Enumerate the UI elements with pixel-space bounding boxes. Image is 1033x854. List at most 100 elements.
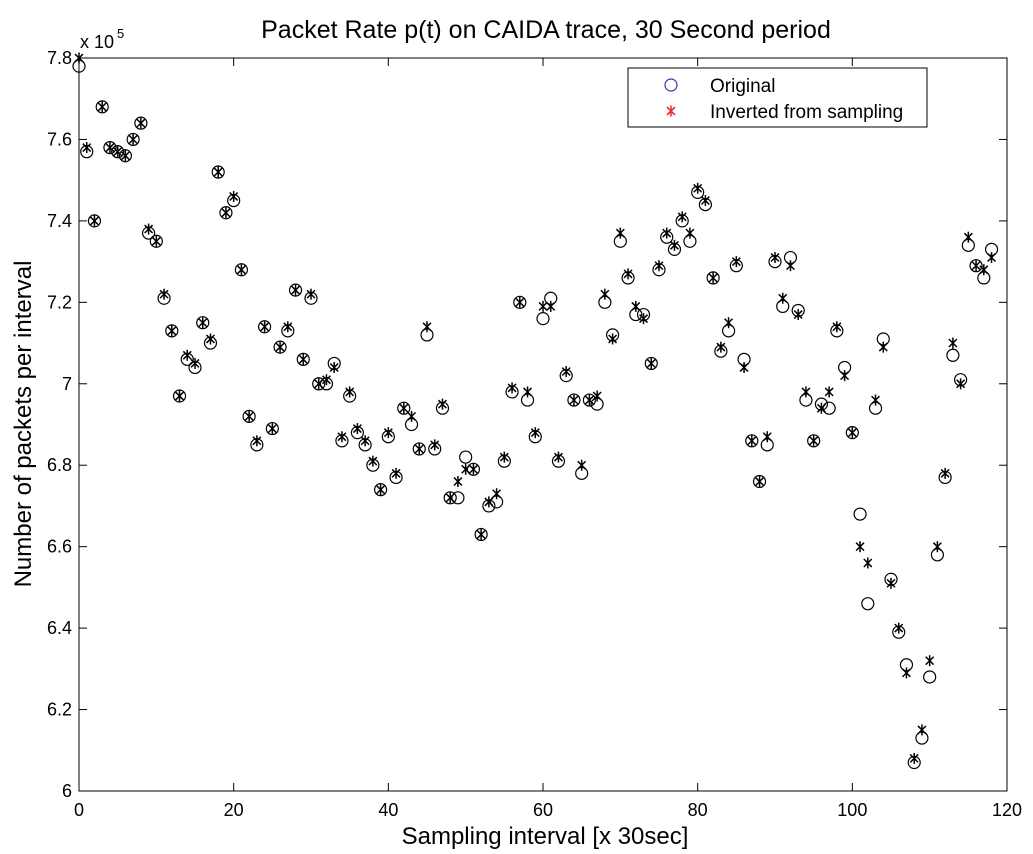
point-original	[103, 140, 117, 155]
point-inverted	[144, 223, 154, 235]
legend-label-original: Original	[710, 76, 775, 97]
y-axis-label: Number of packets per interval	[10, 261, 37, 588]
point-inverted	[855, 541, 865, 553]
point-inverted	[236, 264, 246, 276]
legend-label-inverted: Inverted from sampling	[710, 102, 903, 123]
y-tick-label: 6	[62, 781, 72, 801]
point-original	[443, 491, 457, 505]
point-inverted	[414, 443, 424, 455]
point-inverted	[113, 146, 123, 158]
point-inverted	[770, 252, 780, 264]
point-inverted	[468, 463, 478, 475]
point-original	[234, 263, 248, 277]
point-inverted	[956, 378, 966, 390]
point-inverted	[731, 256, 741, 268]
point-original	[296, 352, 310, 366]
point-original	[149, 234, 163, 248]
point-inverted	[523, 386, 533, 398]
point-inverted	[190, 357, 200, 369]
point-inverted	[360, 435, 370, 447]
point-inverted	[685, 227, 695, 239]
point-original	[172, 389, 187, 403]
point-inverted	[314, 378, 324, 390]
x-tick-label: 0	[74, 800, 84, 820]
point-inverted	[917, 724, 927, 736]
point-original	[644, 356, 658, 371]
point-original	[196, 316, 210, 330]
point-original	[111, 145, 125, 159]
point-inverted	[205, 333, 215, 345]
point-inverted	[646, 357, 656, 369]
y-tick-label: 6.8	[47, 455, 72, 475]
point-inverted	[430, 439, 440, 451]
point-inverted	[445, 492, 455, 504]
y-multiplier: x 10 5	[80, 26, 124, 52]
point-inverted	[260, 321, 270, 333]
point-original	[288, 283, 303, 297]
point-original	[412, 442, 426, 456]
point-original	[752, 474, 767, 489]
point-original	[923, 670, 937, 684]
point-original	[474, 527, 488, 542]
point-inverted	[352, 423, 362, 435]
point-inverted	[82, 142, 92, 154]
point-inverted	[97, 101, 107, 113]
point-inverted	[484, 496, 494, 508]
y-tick-label: 6.4	[47, 618, 72, 638]
point-inverted	[971, 260, 981, 272]
point-inverted	[399, 402, 409, 414]
point-inverted	[561, 366, 571, 378]
point-inverted	[136, 117, 146, 129]
point-original	[582, 393, 597, 407]
point-inverted	[167, 325, 177, 337]
point-original	[258, 320, 272, 334]
point-inverted	[175, 390, 185, 402]
point-inverted	[739, 361, 749, 373]
x-tick-label: 60	[533, 800, 553, 820]
point-inverted	[631, 300, 641, 312]
point-inverted	[700, 195, 710, 207]
point-inverted	[345, 386, 355, 398]
point-inverted	[809, 435, 819, 447]
point-inverted	[337, 431, 347, 443]
point-inverted	[608, 333, 618, 345]
point-inverted	[515, 296, 525, 308]
point-inverted	[987, 252, 997, 264]
point-inverted	[221, 207, 231, 219]
point-inverted	[824, 386, 834, 398]
point-inverted	[724, 317, 734, 329]
point-inverted	[878, 341, 888, 353]
point-original	[706, 271, 720, 285]
point-inverted	[368, 455, 378, 467]
point-inverted	[716, 341, 726, 353]
point-original	[87, 214, 102, 228]
point-original	[134, 116, 148, 130]
point-inverted	[546, 300, 556, 312]
point-inverted	[677, 211, 687, 223]
point-original	[273, 340, 287, 354]
point-inverted	[662, 227, 672, 239]
point-inverted	[383, 427, 393, 439]
point-original	[265, 421, 279, 436]
plot-frame	[78, 57, 1008, 792]
x-axis-label: Sampling interval [x 30sec]	[402, 823, 689, 850]
point-original	[459, 450, 473, 464]
point-inverted	[592, 390, 602, 402]
point-inverted	[213, 166, 223, 178]
point-original	[118, 149, 133, 163]
chart-title: Packet Rate p(t) on CAIDA trace, 30 Seco…	[261, 16, 831, 44]
y-tick-label: 7.4	[47, 211, 72, 231]
y-tick-label: 7.2	[47, 292, 72, 312]
point-inverted	[151, 235, 161, 247]
point-inverted	[901, 667, 911, 679]
point-original	[211, 165, 225, 179]
point-inverted	[391, 467, 401, 479]
point-inverted	[778, 292, 788, 304]
point-inverted	[244, 410, 254, 422]
point-inverted	[600, 288, 610, 300]
point-original	[95, 100, 109, 114]
point-inverted	[159, 288, 169, 300]
point-original	[397, 401, 411, 415]
point-inverted	[229, 190, 239, 202]
